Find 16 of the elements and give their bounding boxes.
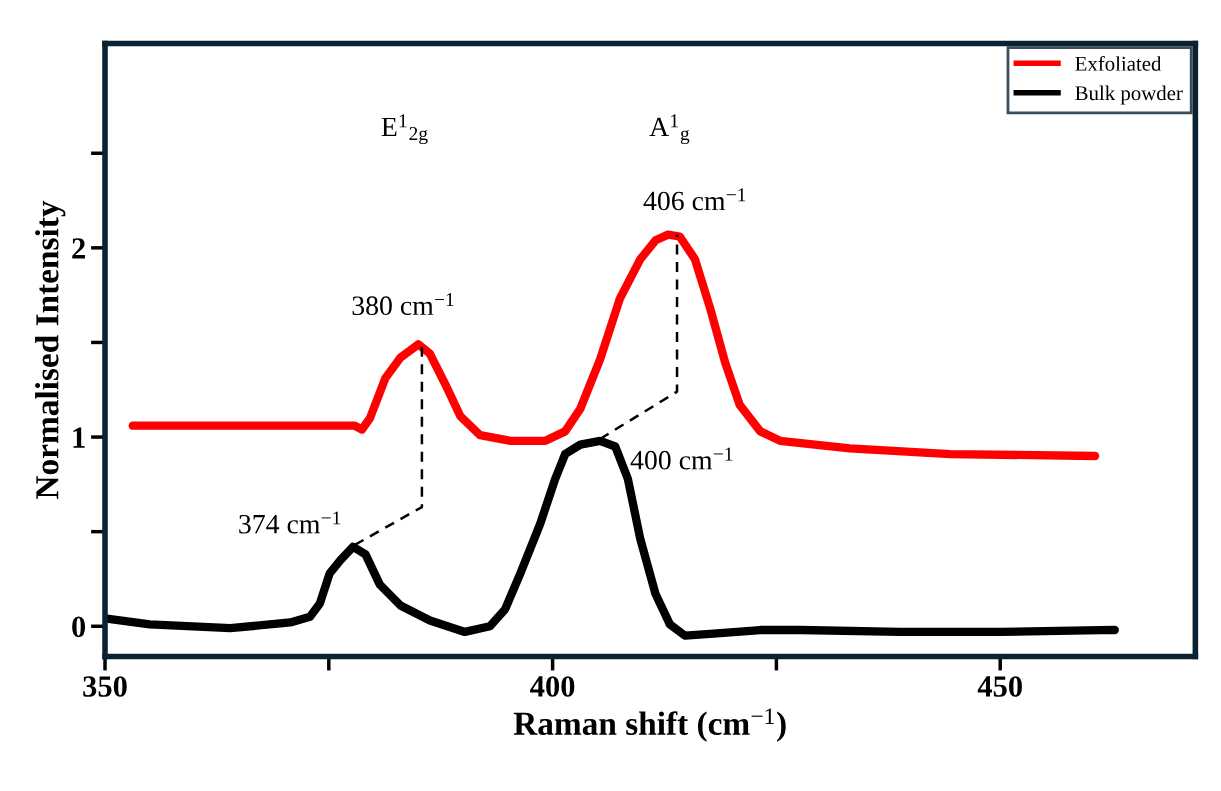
- y-tick-label: 2: [72, 238, 85, 259]
- annotation: 380 cm$^{−1}$: [352, 293, 454, 316]
- annotation: A$^{1}$$_{g}$: [649, 114, 690, 145]
- y-tick-label: 0: [72, 616, 86, 638]
- y-axis-title: Normalised Intensity: [35, 200, 66, 499]
- x-tick-label: 350: [83, 676, 127, 697]
- annotation: 406 cm$^{−1}$: [643, 188, 746, 211]
- y-tick-label: 1: [73, 427, 85, 448]
- legend-label: Bulk powder: [1075, 85, 1183, 105]
- annotation: E$^{1}$$_{2g}$: [381, 114, 428, 145]
- annotation: 400 cm$^{−1}$: [630, 447, 733, 470]
- annotation: 374 cm$^{−1}$: [239, 511, 341, 534]
- x-tick-label: 400: [530, 676, 575, 697]
- x-tick-label: 450: [977, 676, 1022, 697]
- x-axis-title: Raman shift (cm$^{−1}$): [513, 708, 786, 742]
- legend-label: Exfoliated: [1075, 55, 1162, 71]
